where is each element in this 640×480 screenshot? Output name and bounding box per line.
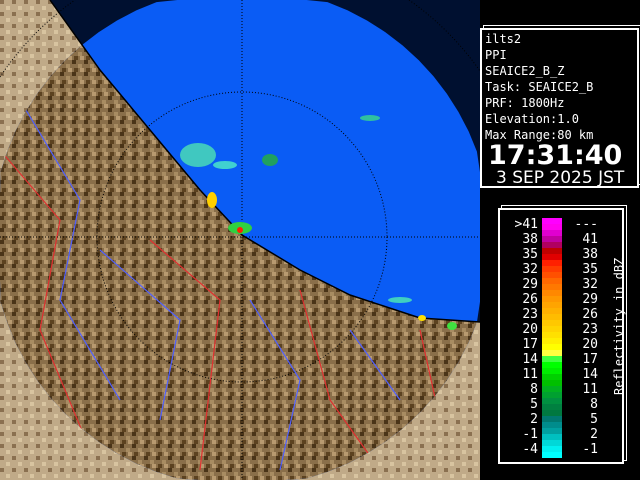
legend-label-right: 32 xyxy=(582,277,598,292)
legend-label-right: 17 xyxy=(582,352,598,367)
color-scale-bar xyxy=(542,218,562,458)
color-cell xyxy=(542,332,562,338)
color-cell xyxy=(542,362,562,368)
legend-label-left: 5 xyxy=(530,397,538,412)
color-cell xyxy=(542,278,562,284)
legend-label-left: 8 xyxy=(530,382,538,397)
color-cell xyxy=(542,356,562,362)
legend-label-left: 26 xyxy=(522,292,538,307)
legend-label-left: 38 xyxy=(522,232,538,247)
color-cell xyxy=(542,290,562,296)
color-cell xyxy=(542,416,562,422)
color-cell xyxy=(542,392,562,398)
legend-label-left: 29 xyxy=(522,277,538,292)
color-cell xyxy=(542,248,562,254)
color-cell xyxy=(542,344,562,350)
range-rings xyxy=(0,0,480,480)
color-cell xyxy=(542,266,562,272)
color-cell xyxy=(542,350,562,356)
land-in-range xyxy=(0,0,480,480)
color-cell xyxy=(542,218,562,224)
color-cell xyxy=(542,224,562,230)
color-cell xyxy=(542,404,562,410)
legend-label-right: 11 xyxy=(582,382,598,397)
legend-unit: Reflectivity in dBZ xyxy=(612,257,626,395)
legend-label-left: 20 xyxy=(522,322,538,337)
boundaries xyxy=(0,149,441,471)
color-cell xyxy=(542,422,562,428)
legend-label-right: 41 xyxy=(582,232,598,247)
color-cell xyxy=(542,254,562,260)
legend-label-left: 11 xyxy=(522,367,538,382)
legend-label-right: 5 xyxy=(590,412,598,427)
color-legend: >41 --- 38 41 35 38 32 35 29 32 26 29 23 26 20 23 17 20 14… xyxy=(498,208,626,464)
legend-label-right: 23 xyxy=(582,322,598,337)
color-cell xyxy=(542,386,562,392)
legend-label-right: -1 xyxy=(582,442,598,457)
color-cell xyxy=(542,260,562,266)
legend-label-left: 14 xyxy=(522,352,538,367)
outer-range-ring xyxy=(0,0,480,78)
legend-label-left: -4 xyxy=(522,442,538,457)
legend-label-right: 29 xyxy=(582,292,598,307)
radar-ppi-map xyxy=(0,0,480,480)
legend-label-right: 26 xyxy=(582,307,598,322)
color-cell xyxy=(542,446,562,452)
scan-date: 3 SEP 2025 JST xyxy=(496,168,625,188)
legend-label-right: 35 xyxy=(582,262,598,277)
legend-label-left: 32 xyxy=(522,262,538,277)
scan-mode: PPI xyxy=(485,48,507,62)
legend-label-right: 14 xyxy=(582,367,598,382)
color-cell xyxy=(542,242,562,248)
site-name: ilts2 xyxy=(485,32,522,46)
color-cell xyxy=(542,410,562,416)
legend-label-left: 35 xyxy=(522,247,538,262)
legend-label-right: 2 xyxy=(590,427,598,442)
color-cell xyxy=(542,398,562,404)
legend-label-right: --- xyxy=(574,217,598,232)
legend-label-right: 20 xyxy=(582,337,598,352)
rivers xyxy=(19,99,401,471)
product-name: SEAICE2_B_Z xyxy=(485,64,565,78)
legend-label-right: 8 xyxy=(590,397,598,412)
color-cell xyxy=(542,440,562,446)
info-panel: ilts2 PPI SEAICE2_B_Z Task: SEAICE2_B PR… xyxy=(480,28,639,188)
color-cell xyxy=(542,368,562,374)
legend-label-left: 2 xyxy=(530,412,538,427)
legend-label-right: 38 xyxy=(582,247,598,262)
color-cell xyxy=(542,338,562,344)
color-cell xyxy=(542,374,562,380)
color-cell xyxy=(542,308,562,314)
color-cell xyxy=(542,230,562,236)
color-cell xyxy=(542,452,562,458)
legend-label-left: 17 xyxy=(522,337,538,352)
color-cell xyxy=(542,428,562,434)
color-cell xyxy=(542,302,562,308)
color-cell xyxy=(542,284,562,290)
color-cell xyxy=(542,326,562,332)
color-cell xyxy=(542,296,562,302)
legend-label-left: >41 xyxy=(514,217,538,232)
scan-time: 17:31:40 xyxy=(488,140,623,171)
color-cell xyxy=(542,434,562,440)
color-cell xyxy=(542,380,562,386)
color-cell xyxy=(542,320,562,326)
color-cell xyxy=(542,314,562,320)
color-cell xyxy=(542,272,562,278)
max-range: Max Range:80 km xyxy=(485,128,594,142)
echoes xyxy=(180,115,457,330)
elevation: Elevation:1.0 xyxy=(485,112,579,126)
prf: PRF: 1800Hz xyxy=(485,96,565,110)
task-name: Task: SEAICE2_B xyxy=(485,80,594,94)
color-cell xyxy=(542,236,562,242)
legend-label-left: -1 xyxy=(522,427,538,442)
legend-label-left: 23 xyxy=(522,307,538,322)
